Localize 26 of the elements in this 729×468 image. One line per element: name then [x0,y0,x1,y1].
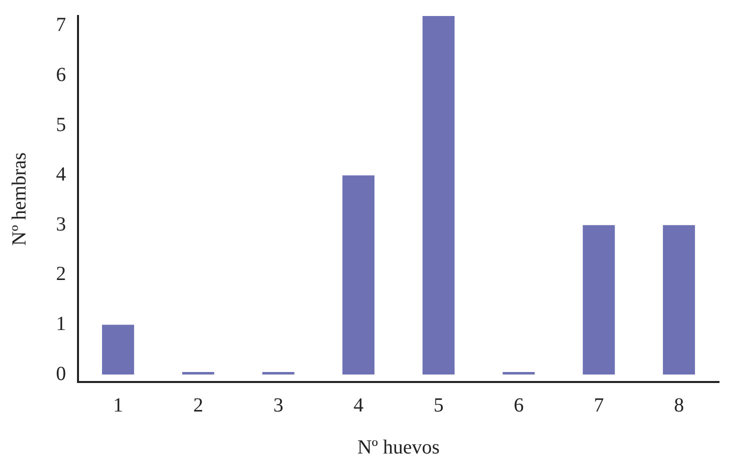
y-tick-label: 1 [56,312,66,335]
x-tick-label: 5 [434,394,444,416]
x-tick-label: 4 [353,394,364,416]
y-tick-label: 0 [56,362,66,385]
y-tick-label: 5 [56,114,66,136]
bar [422,16,455,375]
y-axis-title: Nº hembras [8,152,30,246]
y-tick-label: 2 [56,263,66,286]
bar [662,225,695,375]
y-tick-label: 6 [56,64,66,86]
x-tick-label: 2 [193,394,204,416]
x-axis-title: Nº huevos [357,436,440,458]
x-tick-label: 7 [594,394,604,416]
bar [342,175,374,375]
bar [102,324,134,375]
x-tick-label: 3 [273,394,284,416]
y-tick-label: 7 [56,14,66,36]
bar [262,372,294,375]
x-tick-label: 1 [113,394,124,416]
y-tick-label: 3 [56,213,66,236]
bar [502,372,535,375]
y-tick-label: 4 [56,164,66,186]
x-tick-label: 6 [514,394,524,416]
x-tick-label: 8 [674,394,684,416]
bar [182,372,214,375]
bar [582,225,615,375]
